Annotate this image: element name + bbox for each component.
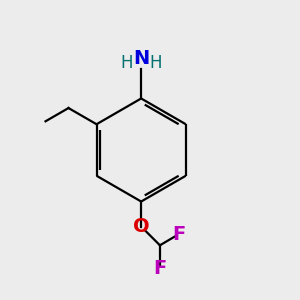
Text: N: N: [133, 49, 149, 68]
Text: H: H: [149, 53, 162, 71]
Text: F: F: [172, 225, 186, 244]
Text: H: H: [121, 53, 133, 71]
Text: F: F: [153, 259, 167, 278]
Text: O: O: [133, 217, 149, 236]
